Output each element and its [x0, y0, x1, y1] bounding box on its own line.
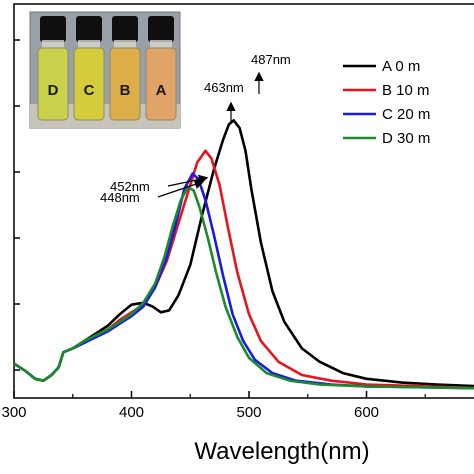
annotation-463nm: 463nm	[204, 80, 244, 95]
x-tick-label-400: 400	[119, 404, 144, 421]
annotation-448nm: 448nm	[100, 190, 140, 205]
vial-label-D: D	[48, 82, 59, 99]
vial-body-B	[109, 47, 141, 121]
x-ticks	[13, 391, 426, 398]
y-ticks	[14, 39, 20, 371]
vial-body-D	[37, 47, 69, 121]
legend-label-0: A 0 m	[382, 58, 420, 75]
legend-label-3: D 30 m	[382, 130, 430, 147]
annotation-452nm-arrow	[167, 174, 209, 187]
legend: A 0 m B 10 m C 20 m D 30 m	[343, 58, 430, 147]
vial-label-C: C	[84, 82, 95, 99]
series-line-2	[13, 172, 474, 390]
x-tick-label-500: 500	[236, 404, 261, 421]
series-line-3	[13, 185, 474, 390]
x-tick-label-600: 600	[354, 404, 379, 421]
vial-label-B: B	[120, 82, 131, 99]
vial-cap-C	[76, 16, 102, 42]
x-tick-labels: 300 400 500 600	[1, 404, 379, 421]
vial-body-C	[73, 47, 105, 121]
vial-neck-A	[150, 40, 172, 50]
vial-neck-B	[114, 40, 136, 50]
vial-body-A	[145, 47, 177, 121]
legend-label-1: B 10 m	[382, 82, 430, 99]
vial-cap-A	[148, 16, 174, 42]
vial-neck-D	[42, 40, 64, 50]
series-lines	[13, 119, 474, 390]
annotation-452nm: 452nm	[110, 179, 150, 194]
legend-label-2: C 20 m	[382, 106, 430, 123]
annotation-448nm-arrow	[157, 179, 205, 198]
x-axis-title: Wavelength(nm)	[194, 438, 369, 465]
vial-neck-C	[78, 40, 100, 50]
vial-label-A: A	[156, 82, 167, 99]
vial-cap-D	[40, 16, 66, 42]
vial-cap-B	[112, 16, 138, 42]
annotations: 487nm 463nm 452nm 448nm	[100, 52, 291, 205]
annotation-487nm: 487nm	[251, 52, 291, 67]
x-tick-label-300: 300	[1, 404, 26, 421]
series-line-1	[13, 149, 474, 390]
